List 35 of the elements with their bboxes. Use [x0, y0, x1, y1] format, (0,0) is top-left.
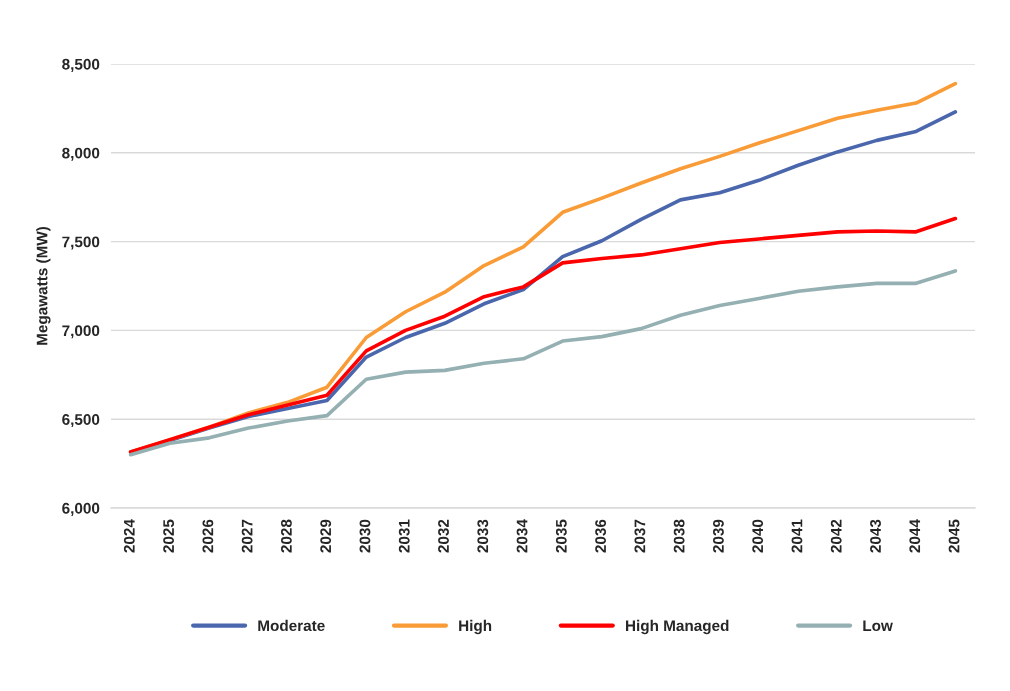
legend-label: High Managed: [626, 619, 729, 635]
y-tick-label: 7,500: [62, 236, 100, 250]
x-tick-label: 2043: [870, 519, 881, 553]
x-tick-label: 2028: [281, 519, 292, 553]
x-tick-label: 2037: [634, 519, 646, 553]
x-tick-label: 2026: [202, 519, 214, 553]
y-tick-label: 6,500: [62, 414, 100, 428]
x-tick-label: 2041: [791, 519, 803, 553]
x-tick-label: 2024: [123, 519, 135, 553]
x-tick-label: 2040: [752, 519, 764, 553]
legend-label: High: [459, 619, 492, 635]
y-tick-label: 8,500: [62, 58, 100, 72]
x-tick-label: 2036: [595, 519, 607, 553]
x-tick-label: 2045: [948, 519, 960, 553]
x-tick-label: 2042: [830, 519, 842, 553]
y-tick-label: 6,000: [62, 502, 100, 516]
y-tick-label: 7,000: [62, 325, 100, 339]
x-tick-label: 2030: [359, 519, 371, 553]
x-tick-label: 2044: [909, 519, 921, 553]
x-tick-label: 2032: [438, 519, 449, 553]
x-tick-label: 2039: [713, 519, 724, 553]
line-series: [128, 269, 958, 457]
y-axis-title: Megawatts (MW): [36, 226, 51, 345]
legend-label: Low: [863, 620, 893, 632]
x-tick-label: 2033: [477, 519, 489, 553]
x-tick-label: 2034: [516, 519, 528, 553]
x-tick-label: 2029: [320, 519, 332, 553]
x-tick-label: 2025: [163, 519, 175, 553]
legend-label: Moderate: [258, 619, 325, 632]
y-tick-label: 8,000: [62, 147, 100, 161]
x-tick-label: 2031: [398, 519, 410, 553]
x-tick-label: 2035: [555, 519, 567, 553]
x-tick-label: 2027: [241, 519, 253, 553]
x-tick-label: 2038: [673, 519, 685, 553]
line-series: [128, 216, 958, 454]
